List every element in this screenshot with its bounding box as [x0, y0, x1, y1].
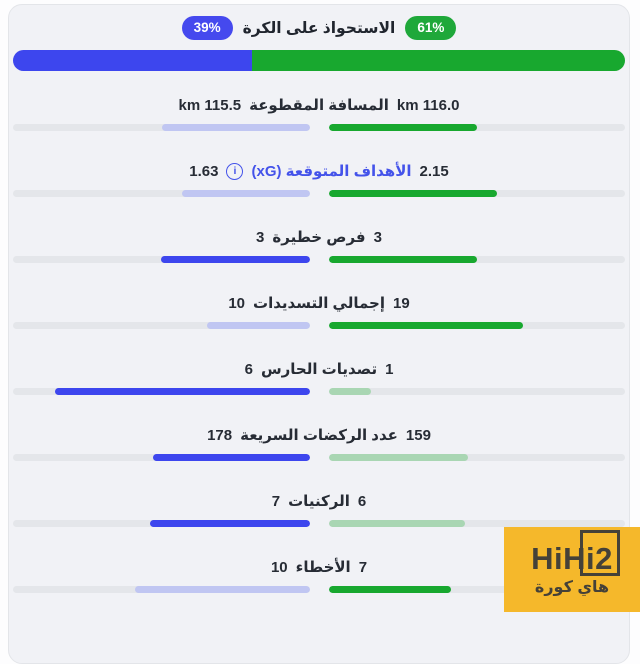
- stat-bars: [9, 586, 629, 593]
- watermark: HiHi2 هاي كورة: [504, 527, 640, 612]
- stat-value-left: 10: [270, 558, 288, 576]
- stat-value-right: 6: [357, 492, 367, 510]
- stat-bars: [9, 256, 629, 263]
- stat-value-left: 6: [244, 360, 253, 378]
- stat-bar-right-fill: [328, 190, 498, 197]
- watermark-logo: HiHi2: [531, 529, 620, 576]
- stat-value-right: 19: [392, 294, 410, 312]
- stat-row: 116.0 km المسافة المقطوعة 115.5 km: [9, 82, 629, 148]
- stat-label: فرص خطيرة: [272, 229, 366, 246]
- stat-title: 1 تصديات الحارس 6: [9, 360, 629, 379]
- stat-row: 19 إجمالي التسديدات 10: [9, 280, 629, 346]
- stat-bar-left-track: [13, 454, 310, 461]
- stat-bar-left-track: [13, 256, 310, 263]
- stat-title: 159 عدد الركضات السريعة 178: [9, 426, 629, 445]
- stat-label: عدد الركضات السريعة: [240, 427, 398, 444]
- stat-bar-right-track: [328, 322, 625, 329]
- stat-bars: [9, 322, 629, 329]
- stat-value-left: 178: [207, 426, 233, 444]
- match-stats-page: { "possession": { "label": "الاستحواذ عل…: [8, 4, 640, 664]
- stat-value-left: 10: [228, 294, 246, 312]
- stat-bar-right-track: [328, 520, 625, 527]
- possession-bar: [13, 50, 625, 71]
- stat-bar-left-fill: [161, 256, 310, 263]
- stat-title: 116.0 km المسافة المقطوعة 115.5 km: [9, 96, 629, 115]
- possession-label: الاستحواذ على الكرة: [242, 19, 396, 37]
- stat-bar-left-fill: [181, 190, 310, 197]
- stat-bar-right-fill: [328, 256, 477, 263]
- possession-bar-right-segment: [251, 50, 625, 71]
- stat-label: تصديات الحارس: [260, 361, 378, 378]
- stat-bar-left-track: [13, 190, 310, 197]
- stat-value-left: 1.63: [189, 162, 219, 180]
- stat-bars: [9, 190, 629, 197]
- stat-title: 2.15 الأهداف المتوقعة (xG) i 1.63: [9, 162, 629, 180]
- stat-bar-right-track: [328, 454, 625, 461]
- stat-bar-right-fill: [328, 586, 451, 593]
- stat-row: 3 فرص خطيرة 3: [9, 214, 629, 280]
- stat-bar-left-fill: [55, 388, 310, 395]
- info-icon[interactable]: i: [226, 162, 244, 180]
- stat-value-right: 1: [385, 360, 394, 378]
- stat-bar-right-track: [328, 388, 625, 395]
- stat-bars: [9, 454, 629, 461]
- stat-bar-left-track: [13, 520, 310, 527]
- stat-bar-right-fill: [328, 124, 478, 131]
- stat-value-right: 116.0 km: [396, 96, 460, 114]
- possession-badge-right: 61%: [405, 15, 457, 41]
- stat-bar-right-track: [328, 190, 625, 197]
- stat-row: 6 الركنيات 7: [9, 478, 629, 544]
- stat-row: 7 الأخطاء 10: [9, 544, 629, 610]
- stat-bar-left-fill: [161, 124, 310, 131]
- stat-title: 19 إجمالي التسديدات 10: [9, 294, 629, 313]
- stat-bar-right-fill: [328, 520, 466, 527]
- stat-label: الأخطاء: [295, 559, 351, 576]
- stat-bar-left-track: [13, 388, 310, 395]
- stat-value-left: 3: [256, 228, 265, 246]
- stat-value-right: 3: [373, 228, 382, 246]
- watermark-subtitle: هاي كورة: [534, 578, 610, 596]
- stat-bar-right-fill: [328, 454, 469, 461]
- stat-bar-right-fill: [328, 388, 371, 395]
- stat-bar-right-track: [328, 256, 625, 263]
- stat-row: 1 تصديات الحارس 6: [9, 346, 629, 412]
- stat-bar-left-fill: [207, 322, 310, 329]
- stat-bar-right-track: [328, 124, 625, 131]
- stat-label: إجمالي التسديدات: [253, 295, 385, 312]
- stat-label: المسافة المقطوعة: [249, 97, 389, 114]
- stats-card: 61% الاستحواذ على الكرة 39% 116.0 km الم…: [8, 4, 630, 664]
- stat-value-left: 7: [271, 492, 281, 510]
- stat-bar-left-track: [13, 322, 310, 329]
- stat-value-right: 159: [405, 426, 431, 444]
- stats-list: 116.0 km المسافة المقطوعة 115.5 km 2.15 …: [9, 82, 629, 610]
- possession-header: 61% الاستحواذ على الكرة 39%: [9, 5, 629, 41]
- stat-bars: [9, 388, 629, 395]
- stat-row: 159 عدد الركضات السريعة 178: [9, 412, 629, 478]
- stat-title: 3 فرص خطيرة 3: [9, 228, 629, 247]
- possession-bar-left-segment: [13, 50, 252, 71]
- watermark-title: HiHi2: [531, 540, 613, 576]
- stat-bar-right-track: [328, 586, 625, 593]
- stat-value-right: 2.15: [419, 162, 449, 180]
- watermark-square-frame: [579, 529, 620, 576]
- stat-bar-left-track: [13, 586, 310, 593]
- stat-value-right: 7: [358, 558, 368, 576]
- stat-row: 2.15 الأهداف المتوقعة (xG) i 1.63: [9, 148, 629, 214]
- stat-bar-left-fill: [152, 454, 310, 461]
- stat-label: الركنيات: [288, 493, 350, 510]
- stat-title: 7 الأخطاء 10: [9, 558, 629, 577]
- stat-bar-right-fill: [328, 322, 523, 329]
- stat-label: الأهداف المتوقعة (xG): [251, 163, 412, 180]
- stat-bar-left-track: [13, 124, 310, 131]
- stat-title: 6 الركنيات 7: [9, 492, 629, 511]
- stat-bars: [9, 124, 629, 131]
- stat-bars: [9, 520, 629, 527]
- stat-bar-left-fill: [135, 586, 310, 593]
- stat-bar-left-fill: [149, 520, 310, 527]
- stat-value-left: 115.5 km: [178, 96, 242, 114]
- possession-badge-left: 39%: [181, 15, 233, 41]
